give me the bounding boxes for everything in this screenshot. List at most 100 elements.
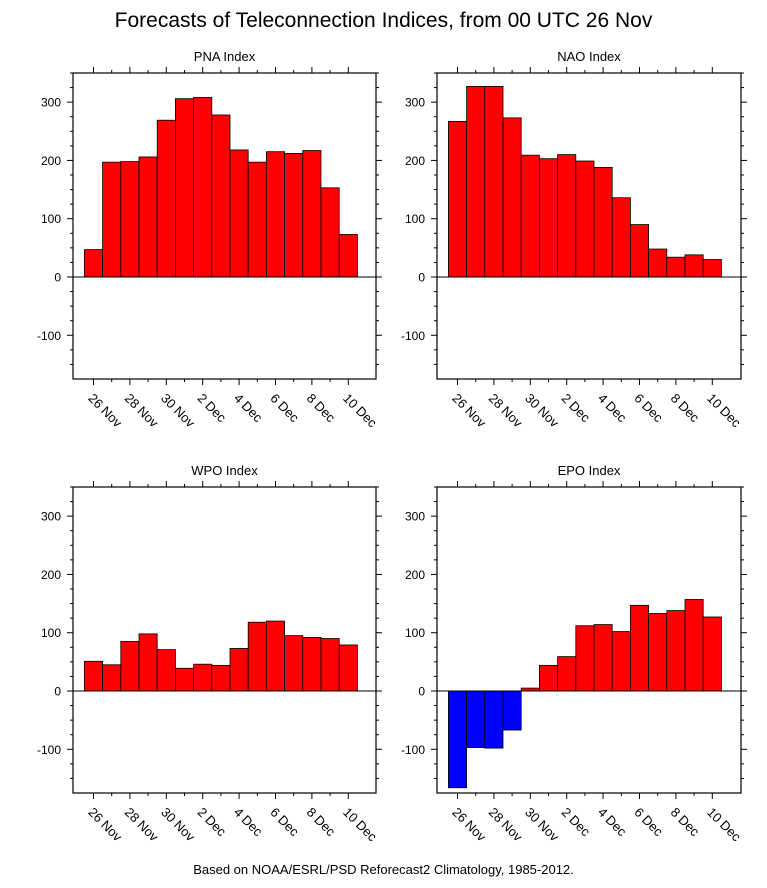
wpo-plot-frame: [72, 486, 377, 794]
wpo-xtick-label: 30 Nov: [158, 805, 198, 845]
pna-xtick-label: 30 Nov: [158, 391, 198, 431]
epo-bar: [539, 664, 559, 692]
pna-bar: [102, 161, 122, 278]
wpo-xtick-label: 28 Nov: [122, 805, 162, 845]
nao-plot-frame: [436, 72, 742, 380]
pna-bar: [211, 114, 231, 278]
wpo-ytick-label: 200: [41, 568, 61, 582]
nao-xtick-label: 8 Dec: [668, 391, 703, 426]
pna-bar: [138, 156, 158, 278]
nao-xtick-label: 6 Dec: [631, 391, 666, 426]
wpo-bar: [338, 644, 358, 692]
epo-bar: [684, 599, 704, 692]
pna-panel-title: PNA Index: [194, 49, 256, 64]
figure-title: Forecasts of Teleconnection Indices, fro…: [114, 9, 653, 32]
wpo-ytick-label: 0: [54, 685, 61, 699]
epo-xtick-label: 10 Dec: [704, 805, 744, 845]
pna-bar: [320, 187, 340, 278]
wpo-bar: [156, 649, 176, 692]
pna-ytick-label: -100: [37, 329, 61, 343]
epo-bar: [557, 656, 577, 692]
nao-bar: [539, 158, 559, 278]
pna-xtick-label: 6 Dec: [267, 391, 302, 426]
nao-bar: [557, 154, 577, 278]
pna-bar: [193, 97, 213, 278]
epo-xtick-label: 6 Dec: [631, 805, 666, 840]
wpo-xtick-label: 4 Dec: [231, 805, 266, 840]
wpo-bar: [120, 641, 140, 692]
nao-xtick-label: 28 Nov: [486, 391, 526, 431]
pna-bar: [229, 149, 249, 278]
nao-bar: [648, 248, 668, 278]
wpo-bar: [229, 648, 249, 692]
wpo-bar: [247, 621, 267, 692]
wpo-bar: [102, 664, 122, 692]
nao-ytick-label: 100: [405, 212, 425, 226]
nao-bar: [520, 154, 540, 278]
epo-bar: [575, 625, 595, 692]
wpo-bar: [174, 667, 194, 692]
epo-bar: [466, 690, 486, 748]
wpo-ytick-label: -100: [37, 743, 61, 757]
epo-bar: [484, 690, 504, 749]
wpo-bar: [302, 636, 322, 692]
wpo-bar: [284, 635, 304, 692]
pna-ytick-label: 100: [41, 212, 61, 226]
wpo-bar: [265, 620, 285, 692]
nao-bar: [466, 86, 486, 278]
nao-bar: [593, 167, 613, 278]
wpo-ytick-label: 300: [41, 510, 61, 524]
nao-bar: [575, 160, 595, 278]
nao-ytick-label: 0: [418, 271, 425, 285]
pna-xtick-label: 4 Dec: [231, 391, 266, 426]
epo-bar: [648, 613, 668, 692]
nao-bar: [684, 254, 704, 278]
pna-bar: [120, 161, 140, 278]
wpo-xtick-label: 8 Dec: [304, 805, 339, 840]
epo-xtick-label: 8 Dec: [668, 805, 703, 840]
nao-bar: [666, 256, 686, 278]
nao-xtick-label: 4 Dec: [595, 391, 630, 426]
wpo-xtick-label: 10 Dec: [340, 805, 380, 845]
pna-bar: [265, 151, 285, 278]
epo-bar: [502, 690, 522, 731]
epo-ytick-label: 200: [405, 568, 425, 582]
wpo-xtick-label: 26 Nov: [85, 805, 125, 845]
epo-panel-title: EPO Index: [558, 463, 621, 478]
pna-bar: [338, 234, 358, 278]
wpo-bar: [211, 664, 231, 692]
pna-bar: [156, 119, 176, 278]
epo-bar: [702, 616, 722, 692]
nao-ytick-label: -100: [401, 329, 425, 343]
nao-xtick-label: 26 Nov: [449, 391, 489, 431]
pna-ytick-label: 0: [54, 271, 61, 285]
epo-bar: [630, 604, 650, 692]
pna-bar: [284, 153, 304, 278]
pna-ytick-label: 200: [41, 154, 61, 168]
pna-ytick-label: 300: [41, 96, 61, 110]
wpo-xtick-label: 6 Dec: [267, 805, 302, 840]
footer-note: Based on NOAA/ESRL/PSD Reforecast2 Clima…: [193, 862, 574, 877]
nao-bar: [611, 197, 631, 278]
nao-bar: [502, 117, 522, 278]
nao-ytick-label: 200: [405, 154, 425, 168]
nao-bar: [630, 224, 650, 278]
epo-bar: [666, 610, 686, 692]
epo-plot-frame: [436, 486, 742, 794]
epo-xtick-label: 4 Dec: [595, 805, 630, 840]
wpo-bar: [193, 663, 213, 692]
wpo-bar: [138, 633, 158, 692]
pna-xtick-label: 28 Nov: [122, 391, 162, 431]
pna-bar: [174, 98, 194, 278]
nao-bar: [447, 120, 467, 278]
nao-ytick-label: 300: [405, 96, 425, 110]
epo-ytick-label: 300: [405, 510, 425, 524]
wpo-ytick-label: 100: [41, 626, 61, 640]
pna-xtick-label: 10 Dec: [340, 391, 380, 431]
pna-bar: [84, 249, 104, 278]
